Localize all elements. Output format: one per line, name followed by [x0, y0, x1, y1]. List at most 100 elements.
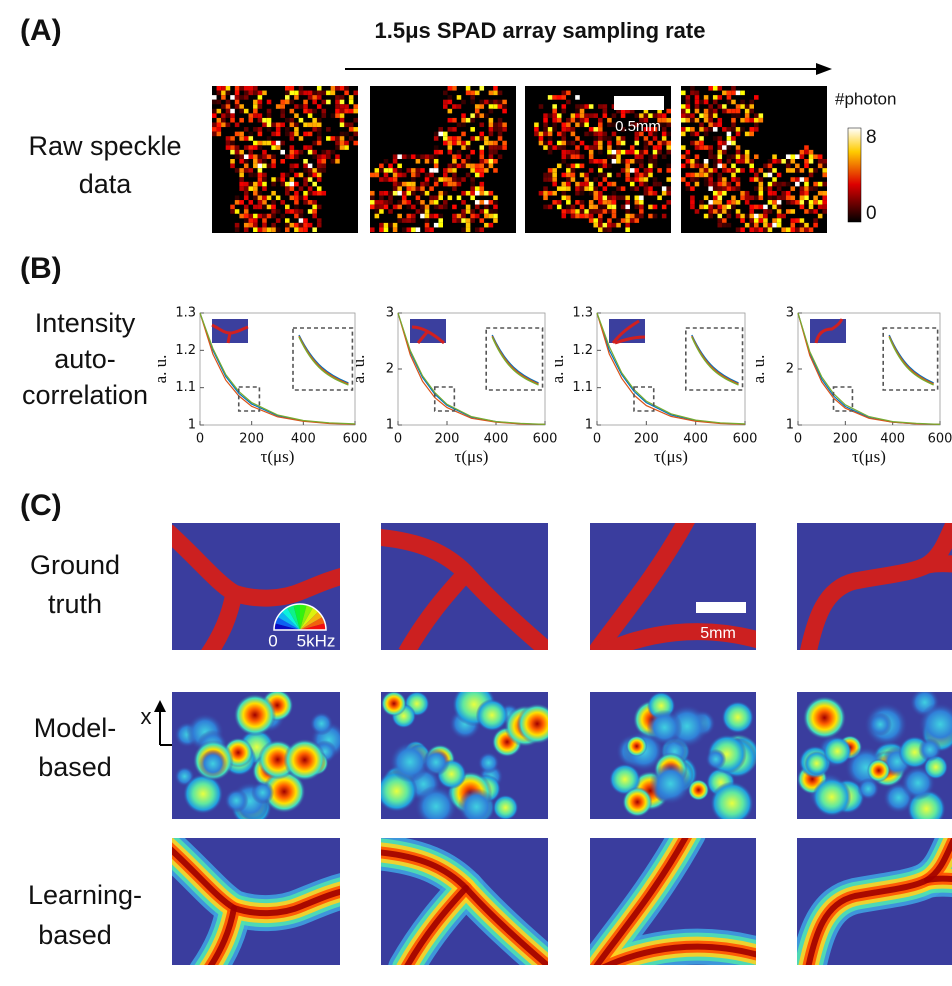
speckle-pixel — [749, 223, 754, 228]
speckle-pixel — [443, 132, 448, 137]
speckle-pixel — [657, 196, 662, 201]
speckle-pixel — [335, 113, 340, 118]
speckle-pixel — [621, 196, 626, 201]
speckle-pixel — [593, 209, 598, 214]
speckle-pixel — [666, 132, 671, 137]
speckle-pixel — [312, 109, 317, 114]
speckle-pixel — [429, 168, 434, 173]
speckle-pixel — [727, 159, 732, 164]
speckle-pixel — [552, 177, 557, 182]
speckle-pixel — [317, 218, 322, 223]
speckle-pixel — [249, 154, 254, 159]
speckle-pixel — [612, 196, 617, 201]
speckle-pixel — [457, 141, 462, 146]
speckle-pixel — [639, 150, 644, 155]
speckle-pixel — [466, 223, 471, 228]
speckle-pixel — [593, 186, 598, 191]
blob — [381, 691, 407, 717]
speckle-pixel — [434, 136, 439, 141]
row-label: Model- — [34, 713, 117, 743]
speckle-pixel — [253, 218, 258, 223]
speckle-pixel — [727, 200, 732, 205]
speckle-pixel — [244, 159, 249, 164]
speckle-pixel — [804, 186, 809, 191]
speckle-pixel — [466, 141, 471, 146]
speckle-pixel — [267, 214, 272, 219]
speckle-pixel — [562, 150, 567, 155]
speckle-pixel — [312, 123, 317, 128]
speckle-pixel — [353, 118, 358, 123]
speckle-pixel — [548, 113, 553, 118]
speckle-pixel — [285, 118, 290, 123]
speckle-pixel — [571, 168, 576, 173]
speckle-pixel — [548, 145, 553, 150]
speckle-pixel — [607, 227, 612, 232]
speckle-pixel — [662, 118, 667, 123]
speckle-pixel — [230, 209, 235, 214]
speckle-pixel — [239, 168, 244, 173]
speckle-pixel — [370, 173, 375, 178]
speckle-pixel — [557, 145, 562, 150]
speckle-pixel — [813, 154, 818, 159]
speckle-pixel — [397, 182, 402, 187]
speckle-pixel — [681, 113, 686, 118]
speckle-pixel — [253, 227, 258, 232]
speckle-pixel — [690, 127, 695, 132]
speckle-pixel — [639, 164, 644, 169]
speckle-pixel — [584, 145, 589, 150]
zoom-curve — [492, 335, 538, 383]
speckle-pixel — [425, 209, 430, 214]
speckle-pixel — [809, 159, 814, 164]
speckle-pixel — [598, 159, 603, 164]
speckle-pixel — [699, 168, 704, 173]
speckle-pixel — [420, 191, 425, 196]
blob — [251, 781, 274, 804]
speckle-pixel — [745, 109, 750, 114]
speckle-pixel — [285, 186, 290, 191]
speckle-pixel — [809, 209, 814, 214]
speckle-pixel — [244, 127, 249, 132]
speckle-pixel — [621, 159, 626, 164]
speckle-pixel — [470, 209, 475, 214]
speckle-pixel — [461, 209, 466, 214]
speckle-pixel — [562, 196, 567, 201]
speckle-pixel — [607, 123, 612, 128]
x-tick-label: 400 — [291, 432, 316, 447]
y-tick-label: 1.3 — [572, 306, 593, 321]
speckle-pixel — [635, 186, 640, 191]
speckle-pixel — [285, 227, 290, 232]
speckle-image — [212, 86, 358, 233]
speckle-pixel — [740, 196, 745, 201]
speckle-pixel — [434, 168, 439, 173]
speckle-pixel — [294, 196, 299, 201]
speckle-pixel — [607, 145, 612, 150]
speckle-pixel — [603, 109, 608, 114]
speckle-pixel — [290, 150, 295, 155]
panel-label: (C) — [20, 489, 62, 522]
speckle-pixel — [434, 182, 439, 187]
speckle-pixel — [448, 118, 453, 123]
speckle-pixel — [285, 132, 290, 137]
speckle-pixel — [452, 218, 457, 223]
speckle-pixel — [502, 109, 507, 114]
speckle-pixel — [457, 95, 462, 100]
speckle-pixel — [543, 132, 548, 137]
speckle-pixel — [429, 214, 434, 219]
speckle-pixel — [584, 123, 589, 128]
speckle-pixel — [648, 186, 653, 191]
speckle-pixel — [562, 159, 567, 164]
speckle-pixel — [312, 191, 317, 196]
speckle-pixel — [384, 159, 389, 164]
speckle-pixel — [317, 205, 322, 210]
speckle-pixel — [299, 118, 304, 123]
speckle-pixel — [475, 164, 480, 169]
speckle-pixel — [303, 200, 308, 205]
speckle-pixel — [280, 177, 285, 182]
row-label: Ground — [30, 550, 120, 580]
x-tick-label: 400 — [880, 432, 905, 447]
speckle-pixel — [593, 145, 598, 150]
speckle-pixel — [562, 95, 567, 100]
speckle-pixel — [690, 113, 695, 118]
y-tick-label: 1.1 — [572, 380, 593, 395]
speckle-pixel — [340, 118, 345, 123]
